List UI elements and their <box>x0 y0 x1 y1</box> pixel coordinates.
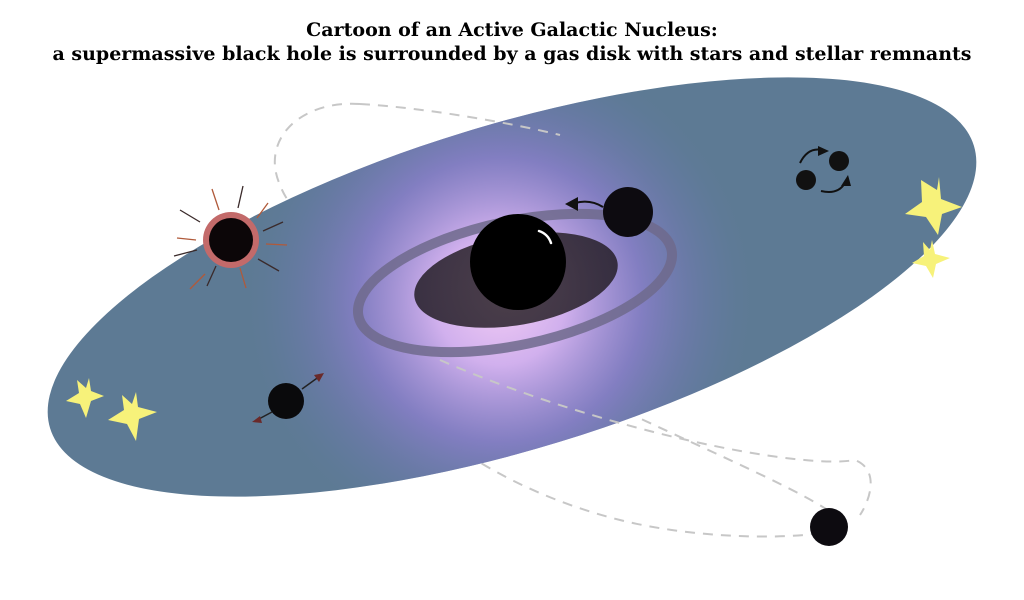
star-icon <box>108 392 157 441</box>
title-line-2: a supermassive black hole is surrounded … <box>52 43 972 65</box>
inclined-orbit-path-front <box>359 103 561 136</box>
migrating-remnant-icon <box>252 373 324 423</box>
star-icon <box>66 378 104 418</box>
supermassive-black-hole-icon <box>470 214 566 310</box>
orbiting-compact-object-icon <box>565 187 653 237</box>
inclined-orbit-path-lower <box>439 359 872 516</box>
figure-title: Cartoon of an Active Galactic Nucleus: a… <box>0 18 1024 66</box>
inclined-orbit-remnant-icon <box>810 508 848 546</box>
binary-remnant-icon <box>796 146 851 193</box>
title-line-1: Cartoon of an Active Galactic Nucleus: <box>306 19 718 41</box>
accreting-star-icon <box>173 185 288 290</box>
star-icon <box>912 240 950 278</box>
inclined-orbit-path <box>273 102 844 538</box>
star-icon <box>905 177 962 235</box>
